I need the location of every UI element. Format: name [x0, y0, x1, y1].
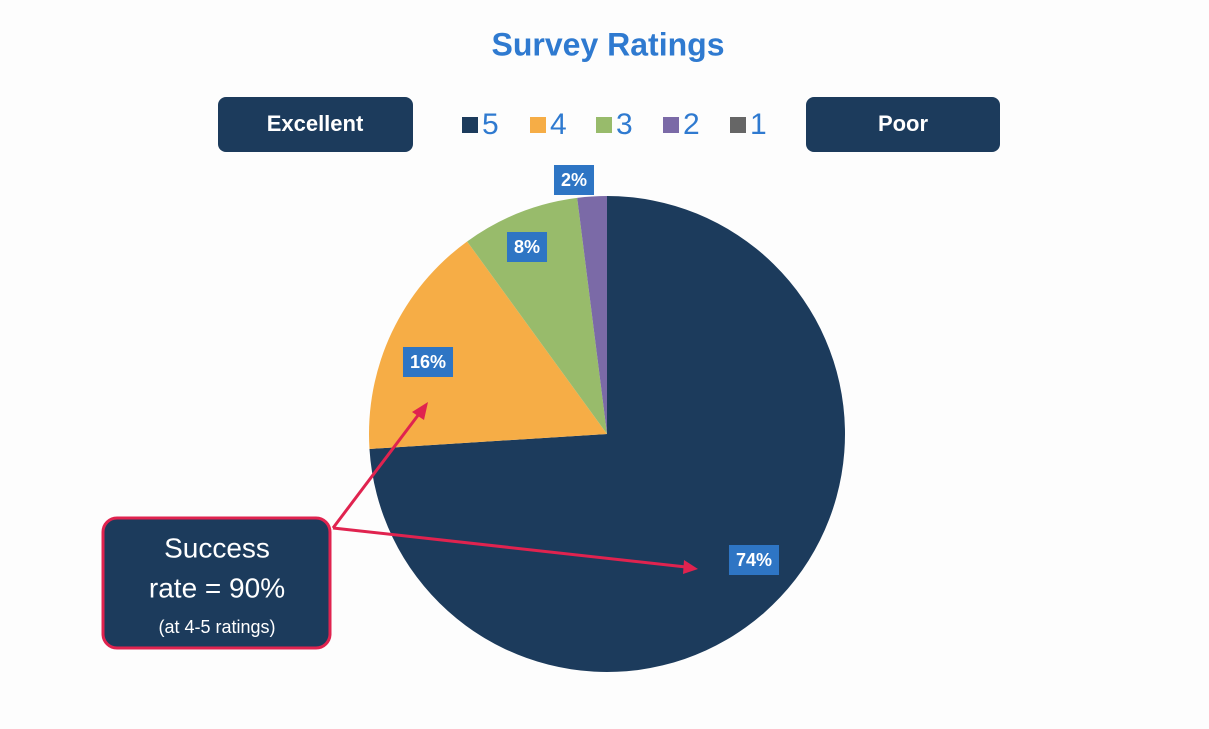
legend-label: 2 — [683, 108, 700, 141]
pie-slice — [369, 241, 607, 449]
annotation-text: (at 4-5 ratings) — [158, 617, 275, 637]
scale-box — [806, 97, 1000, 152]
scale-box — [218, 97, 413, 152]
data-label-box — [402, 347, 454, 377]
legend-swatch — [730, 117, 746, 133]
legend-label: 1 — [750, 108, 767, 141]
data-label: 8% — [514, 237, 540, 257]
pie-slice — [369, 196, 845, 672]
legend-swatch — [663, 117, 679, 133]
data-label: 2% — [561, 170, 587, 190]
data-label-box — [553, 165, 595, 195]
legend-label: 4 — [550, 108, 567, 141]
data-labels: 74% 16% 8% 2% — [402, 165, 780, 575]
pie — [369, 196, 845, 672]
annotation-box — [101, 516, 332, 650]
legend-swatch — [530, 117, 546, 133]
arrow — [331, 409, 424, 529]
arrow-head — [683, 560, 698, 574]
data-label: 16% — [410, 352, 446, 372]
data-label-box — [506, 232, 548, 262]
annotation-text: rate = 90% — [149, 572, 285, 603]
arrow — [332, 526, 687, 569]
legend-swatch — [462, 117, 478, 133]
legend-label: 3 — [616, 108, 633, 141]
scale-label: Poor — [878, 111, 929, 136]
annotation-text: Success — [164, 532, 270, 563]
arrow-head — [412, 402, 428, 420]
pie-slice — [577, 196, 607, 434]
data-label-box — [728, 545, 780, 575]
data-label: 74% — [736, 550, 772, 570]
chart-title: Survey Ratings — [492, 26, 725, 62]
scale-label: Excellent — [267, 111, 364, 136]
legend-label: 5 — [482, 108, 499, 141]
legend-swatch — [596, 117, 612, 133]
pie-slice — [467, 197, 607, 434]
